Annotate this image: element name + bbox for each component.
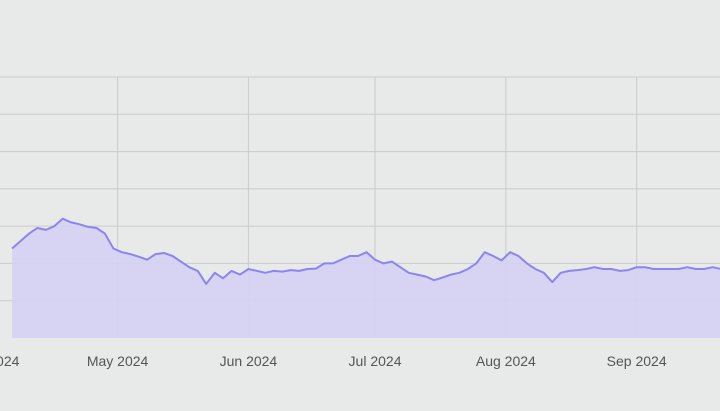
x-tick-label: Jul 2024: [349, 353, 402, 369]
series-area: [12, 218, 720, 338]
x-tick-label: Sep 2024: [607, 353, 667, 369]
x-tick-label: Aug 2024: [476, 353, 536, 369]
x-tick-label: May 2024: [87, 353, 149, 369]
x-axis-ticks: Apr 2024 May 2024 Jun 2024 Jul 2024 Aug 2024…: [0, 353, 667, 369]
series-line: [11, 217, 720, 285]
x-tick-label: Apr 2024: [0, 353, 20, 369]
x-tick-label: Jun 2024: [220, 353, 278, 369]
